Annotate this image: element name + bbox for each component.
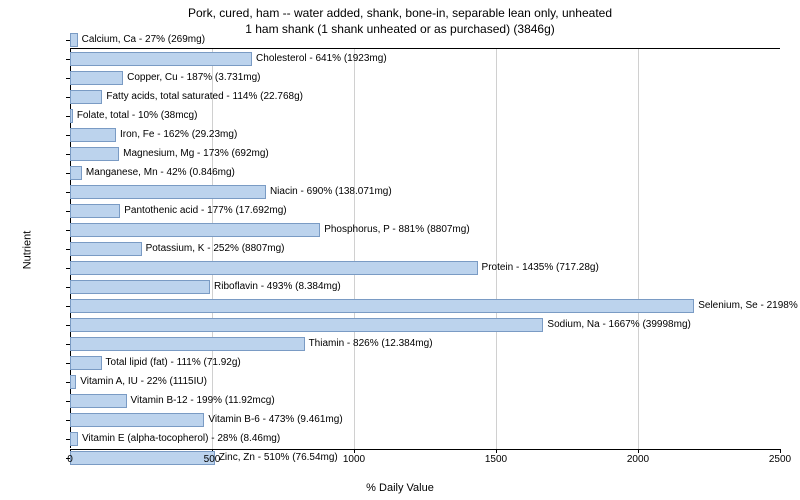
bar-row: Potassium, K - 252% (8807mg) xyxy=(70,242,780,256)
bar-row: Vitamin A, IU - 22% (1115IU) xyxy=(70,375,780,389)
x-tick-label: 0 xyxy=(67,454,73,465)
bar-row: Vitamin E (alpha-tocopherol) - 28% (8.46… xyxy=(70,432,780,446)
bar-row: Pantothenic acid - 177% (17.692mg) xyxy=(70,204,780,218)
x-tick-label: 1500 xyxy=(485,454,507,465)
bar-row: Iron, Fe - 162% (29.23mg) xyxy=(70,128,780,142)
bar-label: Copper, Cu - 187% (3.731mg) xyxy=(127,71,260,85)
nutrient-bar xyxy=(70,147,119,161)
bar-row: Niacin - 690% (138.071mg) xyxy=(70,185,780,199)
nutrient-bar xyxy=(70,261,478,275)
x-tick-label: 500 xyxy=(204,454,221,465)
bar-row: Folate, total - 10% (38mcg) xyxy=(70,109,780,123)
x-tick-label: 2500 xyxy=(769,454,791,465)
nutrient-bar xyxy=(70,356,102,370)
nutrient-bar xyxy=(70,33,78,47)
bar-row: Vitamin B-12 - 199% (11.92mcg) xyxy=(70,394,780,408)
x-tick-label: 2000 xyxy=(627,454,649,465)
nutrient-bar xyxy=(70,71,123,85)
bar-label: Protein - 1435% (717.28g) xyxy=(482,261,599,275)
nutrient-bar xyxy=(70,128,116,142)
nutrient-bar xyxy=(70,204,120,218)
nutrient-bar xyxy=(70,375,76,389)
bar-row: Fatty acids, total saturated - 114% (22.… xyxy=(70,90,780,104)
chart-title-line1: Pork, cured, ham -- water added, shank, … xyxy=(188,6,612,20)
nutrient-bar xyxy=(70,185,266,199)
x-axis-label: % Daily Value xyxy=(366,482,434,494)
bar-row: Cholesterol - 641% (1923mg) xyxy=(70,52,780,66)
bar-label: Zinc, Zn - 510% (76.54mg) xyxy=(219,451,338,465)
nutrient-bar xyxy=(70,90,102,104)
bar-row: Sodium, Na - 1667% (39998mg) xyxy=(70,318,780,332)
x-tick-label: 1000 xyxy=(343,454,365,465)
bar-row: Riboflavin - 493% (8.384mg) xyxy=(70,280,780,294)
nutrient-bar xyxy=(70,223,320,237)
bar-label: Selenium, Se - 2198% (1538.4mcg) xyxy=(698,299,800,313)
bar-label: Magnesium, Mg - 173% (692mg) xyxy=(123,147,269,161)
nutrient-bar xyxy=(70,413,204,427)
bar-label: Calcium, Ca - 27% (269mg) xyxy=(82,33,205,47)
nutrient-bar xyxy=(70,166,82,180)
bar-label: Folate, total - 10% (38mcg) xyxy=(77,109,198,123)
bar-row: Thiamin - 826% (12.384mg) xyxy=(70,337,780,351)
bar-label: Manganese, Mn - 42% (0.846mg) xyxy=(86,166,235,180)
bar-row: Magnesium, Mg - 173% (692mg) xyxy=(70,147,780,161)
bar-label: Vitamin A, IU - 22% (1115IU) xyxy=(80,375,207,389)
bar-label: Pantothenic acid - 177% (17.692mg) xyxy=(124,204,286,218)
bar-row: Phosphorus, P - 881% (8807mg) xyxy=(70,223,780,237)
nutrient-bar xyxy=(70,337,305,351)
x-tick xyxy=(780,449,781,453)
bar-label: Total lipid (fat) - 111% (71.92g) xyxy=(106,356,241,370)
bar-label: Phosphorus, P - 881% (8807mg) xyxy=(324,223,469,237)
nutrient-chart: Pork, cured, ham -- water added, shank, … xyxy=(0,0,800,500)
bar-label: Vitamin B-12 - 199% (11.92mcg) xyxy=(131,394,275,408)
y-axis-label: Nutrient xyxy=(21,231,33,270)
bar-row: Vitamin B-6 - 473% (9.461mg) xyxy=(70,413,780,427)
bar-row: Zinc, Zn - 510% (76.54mg) xyxy=(70,451,780,465)
nutrient-bar xyxy=(70,451,215,465)
nutrient-bar xyxy=(70,318,543,332)
nutrient-bar xyxy=(70,280,210,294)
bar-label: Thiamin - 826% (12.384mg) xyxy=(309,337,433,351)
bar-label: Potassium, K - 252% (8807mg) xyxy=(146,242,285,256)
bar-label: Sodium, Na - 1667% (39998mg) xyxy=(547,318,690,332)
bar-row: Total lipid (fat) - 111% (71.92g) xyxy=(70,356,780,370)
bar-label: Iron, Fe - 162% (29.23mg) xyxy=(120,128,237,142)
nutrient-bar xyxy=(70,299,694,313)
bar-label: Vitamin E (alpha-tocopherol) - 28% (8.46… xyxy=(82,432,280,446)
bar-row: Manganese, Mn - 42% (0.846mg) xyxy=(70,166,780,180)
bar-row: Copper, Cu - 187% (3.731mg) xyxy=(70,71,780,85)
bar-row: Calcium, Ca - 27% (269mg) xyxy=(70,33,780,47)
bar-row: Protein - 1435% (717.28g) xyxy=(70,261,780,275)
chart-title: Pork, cured, ham -- water added, shank, … xyxy=(0,0,800,37)
nutrient-bar xyxy=(70,52,252,66)
bar-label: Riboflavin - 493% (8.384mg) xyxy=(214,280,341,294)
nutrient-bar xyxy=(70,394,127,408)
bar-label: Vitamin B-6 - 473% (9.461mg) xyxy=(208,413,342,427)
bar-label: Fatty acids, total saturated - 114% (22.… xyxy=(106,90,303,104)
nutrient-bar xyxy=(70,432,78,446)
bar-label: Cholesterol - 641% (1923mg) xyxy=(256,52,387,66)
bar-label: Niacin - 690% (138.071mg) xyxy=(270,185,392,199)
plot-area: Calcium, Ca - 27% (269mg)Cholesterol - 6… xyxy=(70,48,780,450)
bar-row: Selenium, Se - 2198% (1538.4mcg) xyxy=(70,299,780,313)
nutrient-bar xyxy=(70,242,142,256)
nutrient-bar xyxy=(70,109,73,123)
